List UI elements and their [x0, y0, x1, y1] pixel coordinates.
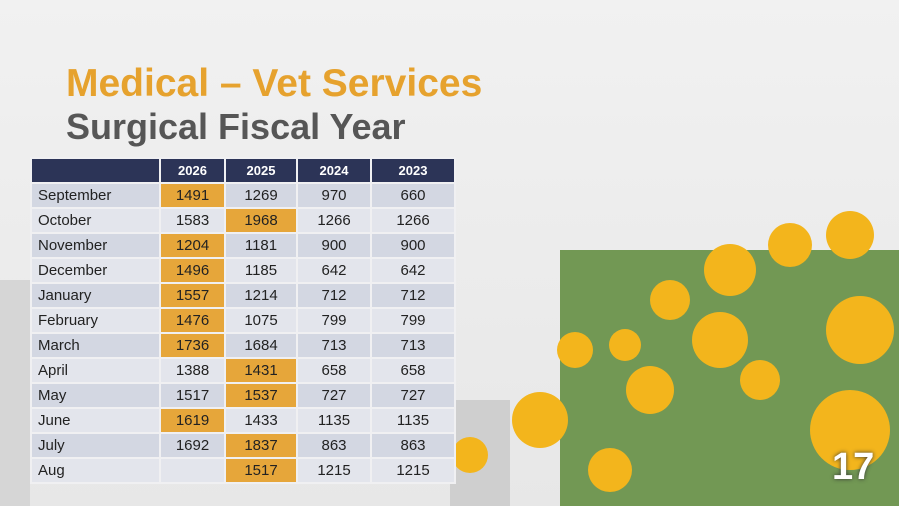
- value-cell: 900: [370, 232, 456, 259]
- table-row: November 1204 1181 900 900: [30, 232, 456, 259]
- value-cell: 642: [296, 257, 372, 284]
- value-cell: 1388: [159, 357, 226, 384]
- header-cell: 2025: [224, 157, 298, 184]
- value-cell: 727: [296, 382, 372, 409]
- value-cell: 1214: [224, 282, 298, 309]
- value-cell: 1537: [224, 382, 298, 409]
- header-cell: 2026: [159, 157, 226, 184]
- value-cell: 1476: [159, 307, 226, 334]
- subtitle: Surgical Fiscal Year: [66, 106, 406, 147]
- month-cell: April: [30, 357, 161, 384]
- value-cell: 1496: [159, 257, 226, 284]
- value-cell: 1204: [159, 232, 226, 259]
- month-cell: May: [30, 382, 161, 409]
- value-cell: 799: [370, 307, 456, 334]
- table-row: February 1476 1075 799 799: [30, 307, 456, 334]
- month-cell: March: [30, 332, 161, 359]
- table-row: Aug 1517 1215 1215: [30, 457, 456, 484]
- value-cell: 727: [370, 382, 456, 409]
- month-cell: February: [30, 307, 161, 334]
- month-cell: September: [30, 182, 161, 209]
- value-cell: 970: [296, 182, 372, 209]
- table-row: July 1692 1837 863 863: [30, 432, 456, 459]
- month-cell: Aug: [30, 457, 161, 484]
- value-cell: 900: [296, 232, 372, 259]
- value-cell: 1736: [159, 332, 226, 359]
- table-row: May 1517 1537 727 727: [30, 382, 456, 409]
- data-table: 2026 2025 2024 2023 September 1491 1269 970 660 O…: [30, 157, 456, 484]
- value-cell: 1517: [159, 382, 226, 409]
- page-number: 17: [832, 446, 875, 488]
- value-cell: 713: [296, 332, 372, 359]
- month-cell: June: [30, 407, 161, 434]
- value-cell: 863: [370, 432, 456, 459]
- value-cell: 712: [296, 282, 372, 309]
- value-cell: 1185: [224, 257, 298, 284]
- header-row: 2026 2025 2024 2023: [30, 157, 456, 184]
- month-cell: November: [30, 232, 161, 259]
- header-cell: 2023: [370, 157, 456, 184]
- value-cell: 1075: [224, 307, 298, 334]
- header-cell: 2024: [296, 157, 372, 184]
- table-row: October 1583 1968 1266 1266: [30, 207, 456, 234]
- value-cell: 1269: [224, 182, 298, 209]
- value-cell: 1266: [370, 207, 456, 234]
- value-cell: 660: [370, 182, 456, 209]
- value-cell: 1968: [224, 207, 298, 234]
- value-cell: 799: [296, 307, 372, 334]
- value-cell: 863: [296, 432, 372, 459]
- value-cell: 1692: [159, 432, 226, 459]
- value-cell: 1619: [159, 407, 226, 434]
- value-cell: 1135: [370, 407, 456, 434]
- value-cell: 1557: [159, 282, 226, 309]
- value-cell: 1433: [224, 407, 298, 434]
- table-row: April 1388 1431 658 658: [30, 357, 456, 384]
- value-cell: 1431: [224, 357, 298, 384]
- value-cell: 1215: [370, 457, 456, 484]
- table-row: January 1557 1214 712 712: [30, 282, 456, 309]
- table-row: March 1736 1684 713 713: [30, 332, 456, 359]
- value-cell: 642: [370, 257, 456, 284]
- month-cell: October: [30, 207, 161, 234]
- value-cell: 658: [370, 357, 456, 384]
- value-cell: 1517: [224, 457, 298, 484]
- value-cell: 1135: [296, 407, 372, 434]
- value-cell: [159, 457, 226, 484]
- table-row: December 1496 1185 642 642: [30, 257, 456, 284]
- month-cell: December: [30, 257, 161, 284]
- table-row: September 1491 1269 970 660: [30, 182, 456, 209]
- value-cell: 712: [370, 282, 456, 309]
- value-cell: 658: [296, 357, 372, 384]
- value-cell: 1684: [224, 332, 298, 359]
- header-cell: [30, 157, 161, 184]
- value-cell: 1181: [224, 232, 298, 259]
- value-cell: 713: [370, 332, 456, 359]
- month-cell: January: [30, 282, 161, 309]
- value-cell: 1215: [296, 457, 372, 484]
- value-cell: 1266: [296, 207, 372, 234]
- title: Medical – Vet Services: [66, 62, 483, 105]
- month-cell: July: [30, 432, 161, 459]
- value-cell: 1491: [159, 182, 226, 209]
- value-cell: 1837: [224, 432, 298, 459]
- value-cell: 1583: [159, 207, 226, 234]
- table-row: June 1619 1433 1135 1135: [30, 407, 456, 434]
